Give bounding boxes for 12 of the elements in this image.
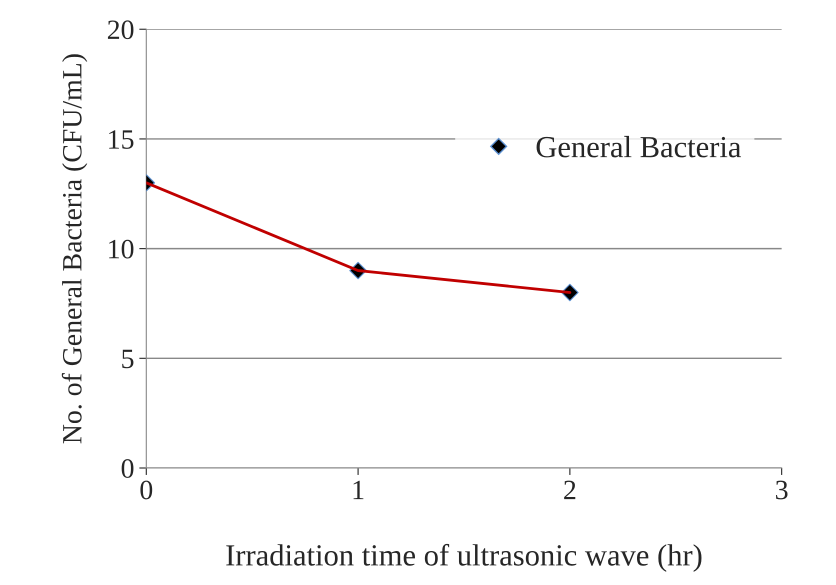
y-tick-label: 5	[122, 350, 134, 368]
y-axis-title: No. of General Bacteria (CFU/mL)	[62, 54, 88, 444]
y-tick-label: 0	[122, 459, 134, 478]
x-tick-label: 2	[564, 480, 576, 500]
y-tick-label: 15	[109, 130, 134, 149]
x-axis-title: Irradiation time of ultrasonic wave (hr)	[226, 544, 702, 572]
x-tick-label: 0	[140, 480, 152, 500]
y-tick-label: 10	[109, 240, 134, 259]
y-tick-label: 20	[108, 20, 134, 40]
x-tick-label: 3	[776, 480, 788, 500]
legend-label: General Bacteria	[536, 136, 742, 158]
x-tick-label: 1	[354, 480, 364, 500]
